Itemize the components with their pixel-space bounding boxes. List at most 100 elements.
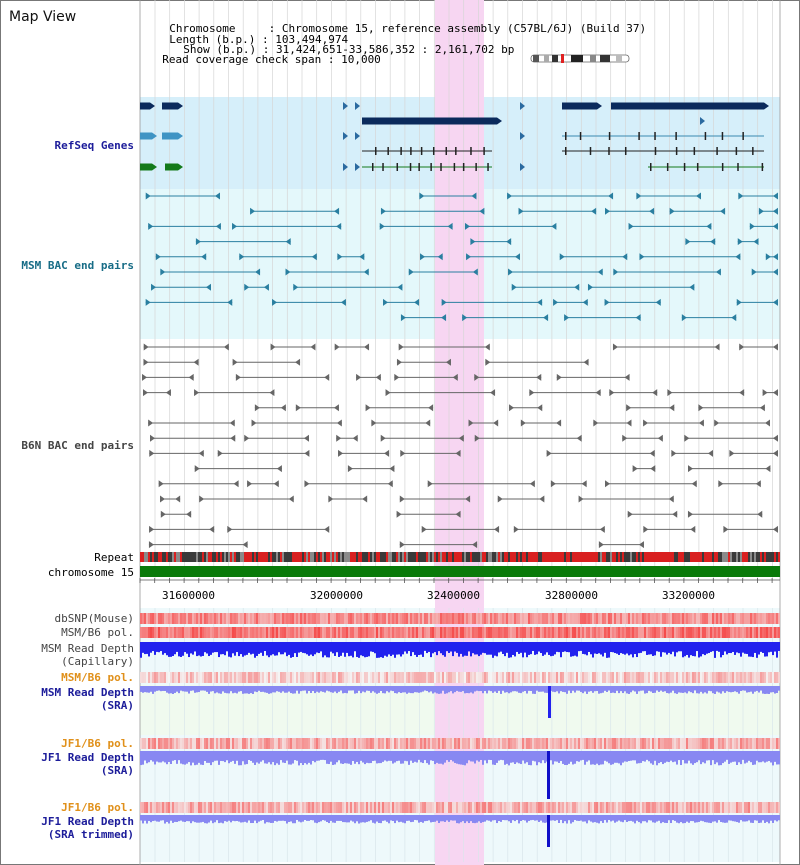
repeat-segment [344,552,346,562]
msm-depth-capillary-bar [754,642,756,653]
jf1-b6-pol-cell [642,738,644,749]
jf1-depth-sra-bar [398,751,400,761]
b6n-bac-end-left [687,510,693,518]
jf1-b6-pol-trim-cell [686,802,688,813]
jf1-b6-pol-trim-cell [546,802,548,813]
jf1-depth-sra-bar [156,751,158,762]
repeat-segment [778,552,780,562]
msm-depth-capillary-bar [660,642,662,657]
jf1-depth-trimmed-bar [272,815,274,823]
b6n-bac-end-right [690,525,696,533]
jf1-b6-pol-cell [536,738,538,749]
msm-depth-sra-bar [412,686,414,694]
msm-b6-pol-sra-cell [180,672,182,683]
msm-b6-pol-cell [172,627,174,638]
msm-depth-capillary-bar [430,642,432,658]
repeat-segment [478,552,480,562]
repeat-segment [674,552,676,562]
jf1-b6-pol-trim-cell [532,802,534,813]
b6n-bac-end-left [365,404,371,412]
msm-depth-sra-bar [154,686,156,692]
jf1-depth-trimmed-bar [526,815,528,823]
repeat-segment [686,552,688,562]
msm-depth-sra-bar [140,686,142,692]
msm-b6-pol-sra-cell [658,672,660,683]
dbsnp-cell [660,613,662,624]
msm-depth-capillary-label-1: MSM Read Depth [41,642,134,655]
msm-b6-pol-cell [600,627,602,638]
repeat-segment [592,552,594,562]
msm-depth-sra-bar [366,686,368,691]
jf1-b6-pol-cell [484,738,486,749]
jf1-depth-sra-bar [256,751,258,763]
msm-b6-pol-sra-cell [752,672,754,683]
jf1-depth-sra-bar [160,751,162,763]
chromosome-ideogram[interactable] [530,54,630,63]
msm-depth-sra-bar [176,686,178,692]
b6n-bac-end-right [490,389,496,397]
jf1-depth-sra-bar [394,751,396,763]
dbsnp-cell [728,613,730,624]
jf1-depth-trimmed-bar [376,815,378,822]
jf1-b6-pol-trim-cell [202,802,204,813]
jf1-b6-pol-cell [208,738,210,749]
dbsnp-cell [558,613,560,624]
jf1-b6-pol-trim-cell [198,802,200,813]
info-length-value: : 103,494,974 [261,33,349,46]
msm-bac-end-left [564,314,570,322]
msm-depth-sra-bar [494,686,496,692]
dbsnp-cell [140,613,142,624]
jf1-depth-sra-bar [332,751,334,766]
jf1-depth-sra-bar [726,751,728,760]
msm-depth-sra-bar [216,686,218,693]
msm-bac-end-right [773,192,778,200]
msm-depth-sra-bar [654,686,656,693]
jf1-b6-pol-cell [522,738,524,749]
msm-depth-capillary-bar [762,642,764,653]
msm-b6-pol-sra-cell [194,672,196,683]
b6n-bac-end-right [649,449,655,457]
msm-b6-pol-sra-cell [720,672,722,683]
repeat-segment [522,552,524,562]
dbsnp-cell [388,613,390,624]
msm-depth-sra-bar [730,686,732,693]
dbsnp-cell [642,613,644,624]
msm-b6-pol-sra-cell [746,672,748,683]
jf1-b6-pol-cell [398,738,400,749]
dbsnp-cell [594,613,596,624]
gene-7 [162,132,178,140]
msm-depth-capillary-bar [644,642,646,652]
msm-depth-capillary-bar [250,642,252,655]
msm-depth-sra-bar [442,686,444,691]
jf1-b6-pol-cell [710,738,712,749]
b6n-bac-end-left [497,495,503,503]
dbsnp-cell [638,613,640,624]
jf1-depth-sra-bar [778,751,780,765]
dbsnp-cell [504,613,506,624]
jf1-b6-pol-trim-cell [702,802,704,813]
dbsnp-cell [750,613,752,624]
jf1-b6-pol-cell [222,738,224,749]
msm-b6-pol-sra-cell [732,672,734,683]
dbsnp-cell [158,613,160,624]
msm-depth-sra-bar [144,686,146,693]
exon [721,132,724,140]
msm-depth-capillary-bar [462,642,464,657]
dbsnp-cell [300,613,302,624]
msm-depth-capillary-bar [210,642,212,655]
msm-depth-capillary-bar [760,642,762,652]
repeat-segment [382,552,384,562]
jf1-depth-sra-bar [220,751,222,761]
dbsnp-cell [444,613,446,624]
b6n-bac-end-left [671,449,677,457]
msm-bac-end-left [669,207,675,215]
msm-depth-capillary-bar [186,642,188,654]
dbsnp-cell [174,613,176,624]
dbsnp-cell [216,613,218,624]
jf1-b6-pol-trim-cell [180,802,182,813]
jf1-depth-trimmed-bar [560,815,562,820]
msm-b6-pol-cell [450,627,452,638]
jf1-depth-sra-bar [668,751,670,763]
msm-b6-pol-cell [518,627,520,638]
